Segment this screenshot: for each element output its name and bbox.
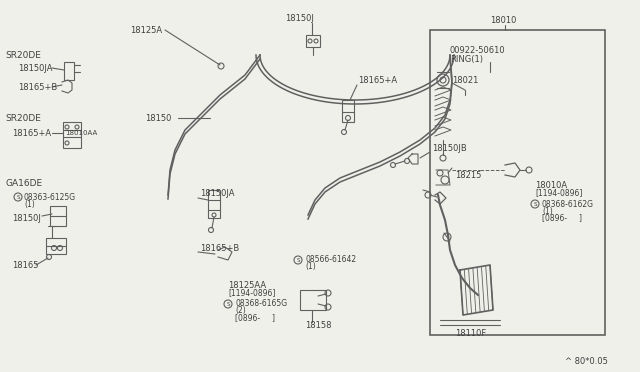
Text: 18021: 18021 bbox=[452, 76, 478, 84]
Text: 18150JA: 18150JA bbox=[18, 64, 52, 73]
Text: 08368-6165G: 08368-6165G bbox=[235, 299, 287, 308]
Text: 18215: 18215 bbox=[455, 170, 481, 180]
Text: (1): (1) bbox=[24, 199, 35, 208]
Text: [1194-0896]: [1194-0896] bbox=[535, 189, 582, 198]
Text: 18010AA: 18010AA bbox=[65, 130, 97, 136]
Text: [0896-     ]: [0896- ] bbox=[542, 214, 582, 222]
Text: 18125AA: 18125AA bbox=[228, 280, 266, 289]
Text: GA16DE: GA16DE bbox=[5, 179, 42, 187]
Bar bbox=[50, 206, 66, 226]
Text: 18165+B: 18165+B bbox=[200, 244, 239, 253]
Text: 18165: 18165 bbox=[12, 260, 38, 269]
Text: 08363-6125G: 08363-6125G bbox=[24, 192, 76, 202]
Text: S: S bbox=[227, 301, 230, 307]
Text: 18158: 18158 bbox=[305, 321, 332, 330]
Bar bbox=[342, 100, 354, 122]
Text: 18165+B: 18165+B bbox=[18, 83, 57, 92]
Text: [1194-0896]: [1194-0896] bbox=[228, 289, 275, 298]
Text: 18110F: 18110F bbox=[455, 328, 486, 337]
Text: RING(1): RING(1) bbox=[450, 55, 483, 64]
Text: SR20DE: SR20DE bbox=[5, 51, 41, 60]
Bar bbox=[46, 238, 66, 254]
Text: 08566-61642: 08566-61642 bbox=[305, 256, 356, 264]
Text: 08368-6162G: 08368-6162G bbox=[542, 199, 594, 208]
Text: (1): (1) bbox=[305, 263, 316, 272]
Bar bbox=[306, 35, 320, 47]
Bar bbox=[208, 190, 220, 218]
Bar bbox=[430, 30, 605, 335]
Bar bbox=[64, 62, 74, 80]
Text: 18150: 18150 bbox=[145, 113, 172, 122]
Text: (1): (1) bbox=[542, 206, 553, 215]
Bar bbox=[63, 122, 81, 148]
Text: 18150JA: 18150JA bbox=[200, 189, 234, 198]
Text: SR20DE: SR20DE bbox=[5, 113, 41, 122]
Text: S: S bbox=[16, 195, 20, 199]
Text: 18165+A: 18165+A bbox=[12, 128, 51, 138]
Text: S: S bbox=[533, 202, 537, 206]
Text: 18010A: 18010A bbox=[535, 180, 567, 189]
Text: 18150J: 18150J bbox=[12, 214, 41, 222]
Text: 18150JB: 18150JB bbox=[432, 144, 467, 153]
Text: 18165+A: 18165+A bbox=[358, 76, 397, 84]
Text: 18125A: 18125A bbox=[130, 26, 162, 35]
Text: 18010: 18010 bbox=[490, 16, 516, 25]
Text: (2): (2) bbox=[235, 307, 246, 315]
Bar bbox=[300, 290, 326, 310]
Text: 18150J: 18150J bbox=[285, 13, 314, 22]
Text: 00922-50610: 00922-50610 bbox=[450, 45, 506, 55]
Text: ^ 80*0.05: ^ 80*0.05 bbox=[565, 357, 608, 366]
Text: [0896-     ]: [0896- ] bbox=[235, 314, 275, 323]
Text: S: S bbox=[296, 257, 300, 263]
